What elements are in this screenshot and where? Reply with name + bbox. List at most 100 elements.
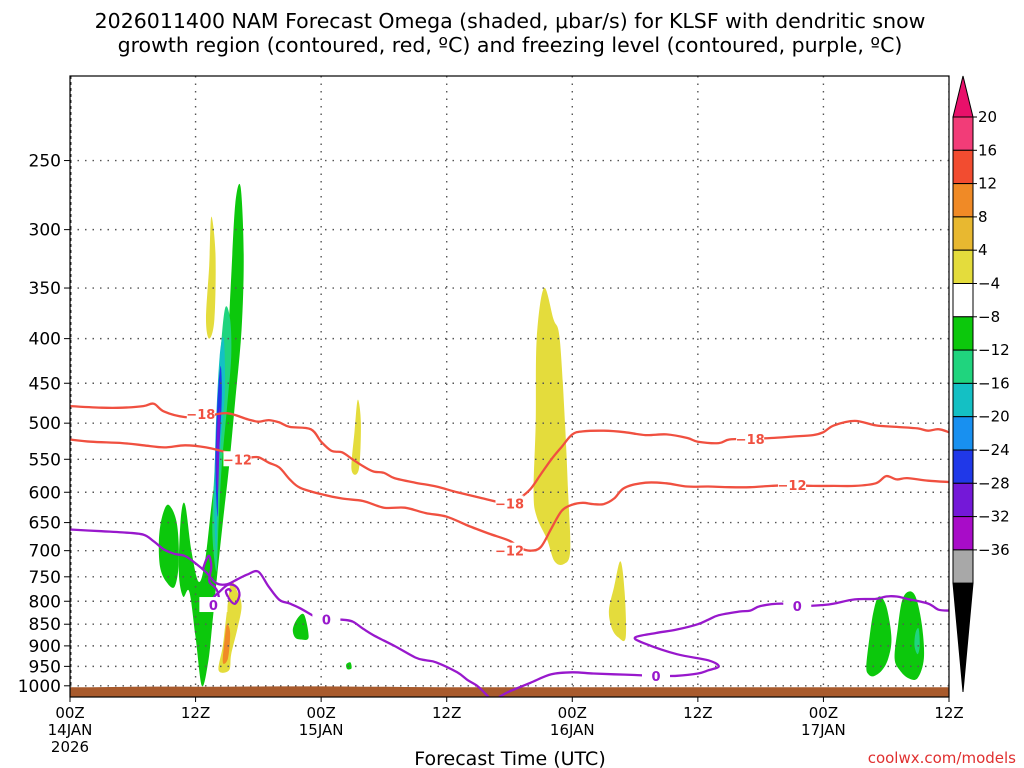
omega-region-green-column-main: [178, 183, 244, 687]
y-tick-label-700: 700: [29, 542, 61, 562]
colorbar-segment-9: [952, 416, 974, 451]
x-tick-label-60: 12Z: [683, 704, 712, 722]
colorbar-segment-2: [952, 183, 974, 218]
y-tick-label-350: 350: [29, 279, 61, 299]
colorbar-bottom-triangle: [952, 582, 974, 693]
plot-border: [69, 75, 950, 698]
colorbar-segment-1: [952, 149, 974, 185]
colorbar: 20 16 12 8 4 −4 −8 −12 −16 −20 −24 −28 −32 −36: [952, 75, 1010, 693]
colorbar-label-13: −36: [978, 541, 1010, 559]
colorbar-segment-5: [952, 283, 974, 318]
colorbar-label-0: 20: [978, 108, 997, 126]
omega-region-yellow-upper-left: [206, 216, 216, 339]
contour-layer: −18 −18 −18 −12 −12 −12 0 0 0 0: [70, 402, 949, 697]
y-tick-label-400: 400: [29, 330, 61, 350]
omega-region-green-blob-right-b: [894, 591, 925, 680]
omega-region-green-left-edge: [158, 504, 179, 588]
y-tick-label-800: 800: [29, 592, 61, 612]
colorbar-segment-8: [952, 382, 974, 418]
colorbar-segment-6: [952, 316, 974, 351]
y-tick-label-1000: 1000: [18, 677, 61, 697]
omega-region-green-blob-right-a: [866, 596, 892, 677]
omega-region-teal-blob-right: [914, 628, 920, 655]
x-tick-label-36: 12Z: [432, 704, 461, 722]
colorbar-label-11: −28: [978, 474, 1010, 492]
colorbar-label-5: −4: [978, 275, 1000, 293]
contour-label-minus-18-line-1: −18: [495, 497, 524, 512]
y-tick-label-250: 250: [29, 152, 61, 172]
contour-label-freezing-level-right-0: 0: [651, 670, 660, 685]
chart-title-line2: growth region (contoured, red, ºC) and f…: [118, 33, 903, 57]
x-tick-date-0: 14JAN: [48, 721, 93, 739]
y-tick-label-600: 600: [29, 483, 61, 503]
contour-label-bg-freezing-level-right-0: [642, 667, 670, 683]
contour-freezing-level-main: [70, 528, 490, 697]
y-tick-label-650: 650: [29, 514, 61, 534]
contour-label-bg-minus-12-line-2: [778, 477, 807, 493]
colorbar-segment-0: [952, 116, 974, 151]
contour-label-minus-18-line-0: −18: [186, 408, 215, 423]
colorbar-label-10: −24: [978, 441, 1010, 459]
contour-label-bg-minus-18-line-1: [495, 495, 524, 511]
contour-label-minus-12-line-1: −12: [495, 545, 524, 560]
colorbar-label-7: −12: [978, 341, 1010, 359]
contour-label-minus-18-line-2: −18: [736, 433, 765, 448]
x-axis-label: Forecast Time (UTC): [414, 748, 605, 768]
credit-text: coolwx.com/models: [868, 749, 1016, 767]
contour-label-bg-minus-18-line-0: [186, 405, 215, 421]
omega-region-yellow-small-mid: [351, 399, 361, 475]
colorbar-label-3: 8: [978, 208, 988, 226]
y-tick-label-300: 300: [29, 221, 61, 241]
contour-label-bg-minus-12-line-1: [495, 542, 524, 558]
y-tick-label-550: 550: [29, 450, 61, 470]
contour-label-bg-minus-18-line-2: [736, 430, 765, 446]
x-tick-label-48: 00Z: [558, 704, 587, 722]
y-tick-label-850: 850: [29, 615, 61, 635]
contour-freezing-level-right: [498, 595, 949, 697]
x-tick-label-12: 12Z: [181, 704, 210, 722]
omega-region-orange-low-left: [222, 624, 231, 664]
omega-region-yellow-column-16jan: [533, 287, 571, 565]
colorbar-segment-3: [952, 216, 974, 251]
omega-shading-layer: [158, 183, 925, 687]
colorbar-label-6: −8: [978, 308, 1000, 326]
colorbar-label-1: 16: [978, 141, 997, 159]
contour-label-bg-freezing-level-loop-0: [199, 597, 228, 613]
x-tick-label-84: 12Z: [934, 704, 963, 722]
colorbar-label-2: 12: [978, 175, 997, 193]
colorbar-segment-10: [952, 449, 974, 484]
x-tick-date-24: 15JAN: [299, 721, 344, 739]
colorbar-label-8: −16: [978, 374, 1010, 392]
contour-label-bg-freezing-level-right-1: [783, 597, 812, 613]
omega-region-yellow-low-16jan: [608, 561, 627, 642]
y-tick-label-500: 500: [29, 414, 61, 434]
x-tick-date-48: 16JAN: [550, 721, 595, 739]
colorbar-segment-11: [952, 482, 974, 518]
colorbar-label-9: −20: [978, 408, 1010, 426]
y-tick-label-900: 900: [29, 637, 61, 657]
x-tick-label-24: 00Z: [306, 704, 335, 722]
colorbar-top-triangle: [952, 75, 974, 118]
colorbar-segment-4: [952, 249, 974, 284]
gridlines: [70, 76, 949, 697]
contour-label-minus-12-line-0: −12: [223, 453, 252, 468]
contour-label-bg-minus-12-line-0: [223, 451, 252, 467]
colorbar-segment-13: [952, 549, 974, 584]
y-tick-label-750: 750: [29, 568, 61, 588]
x-tick-year-0: 2026: [51, 738, 89, 756]
x-tick-date-72: 17JAN: [801, 721, 846, 739]
y-tick-label-450: 450: [29, 374, 61, 394]
contour-label-freezing-level-right-1: 0: [793, 600, 802, 615]
x-tick-label-0: 00Z: [55, 704, 84, 722]
colorbar-label-12: −32: [978, 508, 1010, 526]
contour-label-minus-12-line-2: −12: [778, 479, 807, 494]
y-tick-label-950: 950: [29, 657, 61, 677]
chart-title-line1: 2026011400 NAM Forecast Omega (shaded, μ…: [95, 9, 926, 33]
contour-label-freezing-level-main-0: 0: [322, 614, 331, 629]
colorbar-label-4: 4: [978, 241, 988, 259]
x-tick-label-72: 00Z: [809, 704, 838, 722]
contour-label-freezing-level-loop-0: 0: [209, 599, 218, 614]
y-axis-ticks: 2503003504004505005506006507007508008509…: [18, 152, 70, 697]
contour-label-bg-freezing-level-main-0: [312, 611, 341, 627]
